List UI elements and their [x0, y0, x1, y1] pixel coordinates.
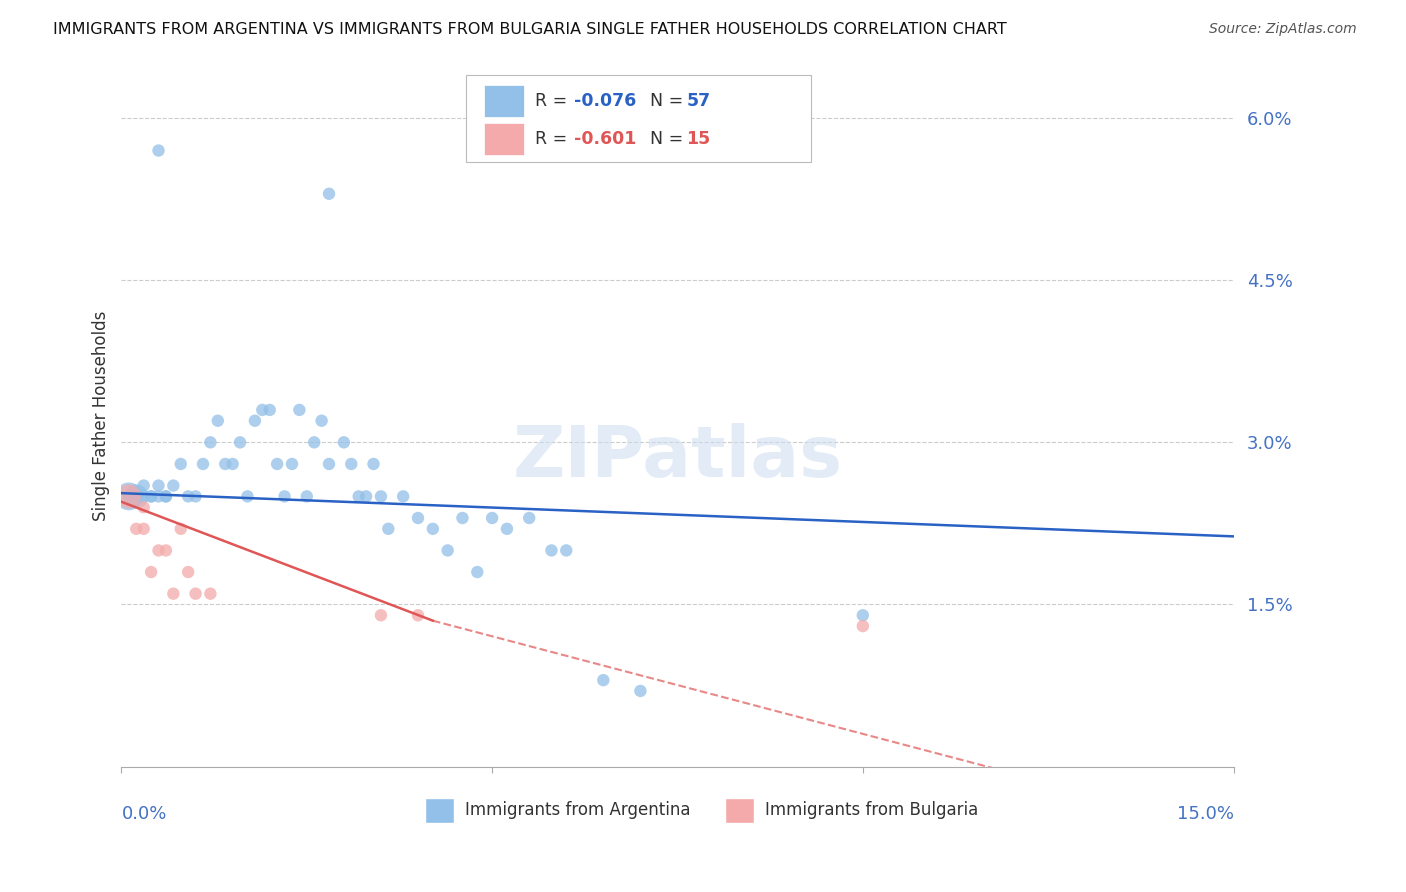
Point: [236, 489, 259, 503]
Point: [118, 489, 141, 503]
Text: R =: R =: [536, 92, 572, 110]
Point: [191, 457, 214, 471]
Point: [288, 403, 311, 417]
Point: [436, 543, 458, 558]
Point: [295, 489, 318, 503]
Point: [148, 543, 170, 558]
Point: [155, 543, 177, 558]
Point: [200, 435, 222, 450]
Point: [451, 511, 474, 525]
FancyBboxPatch shape: [484, 122, 524, 155]
Point: [229, 435, 252, 450]
Point: [170, 522, 193, 536]
Point: [132, 489, 155, 503]
Point: [281, 457, 304, 471]
Point: [481, 511, 503, 525]
Point: [406, 608, 429, 623]
Point: [184, 489, 207, 503]
Point: [555, 543, 578, 558]
Point: [155, 489, 177, 503]
Point: [354, 489, 377, 503]
Text: ZIPatlas: ZIPatlas: [512, 423, 842, 492]
FancyBboxPatch shape: [484, 85, 524, 117]
Point: [148, 144, 170, 158]
Point: [363, 457, 385, 471]
Point: [207, 414, 229, 428]
Point: [132, 522, 155, 536]
Point: [177, 489, 200, 503]
Point: [177, 565, 200, 579]
Point: [118, 489, 141, 503]
Text: -0.601: -0.601: [574, 129, 637, 148]
Point: [148, 478, 170, 492]
Point: [162, 587, 184, 601]
Point: [132, 478, 155, 492]
Point: [139, 489, 162, 503]
FancyBboxPatch shape: [467, 75, 811, 162]
Text: R =: R =: [536, 129, 572, 148]
Point: [221, 457, 243, 471]
Text: N =: N =: [650, 129, 689, 148]
Point: [406, 511, 429, 525]
Text: N =: N =: [650, 92, 689, 110]
Text: 57: 57: [686, 92, 710, 110]
Text: -0.076: -0.076: [574, 92, 637, 110]
Text: IMMIGRANTS FROM ARGENTINA VS IMMIGRANTS FROM BULGARIA SINGLE FATHER HOUSEHOLDS C: IMMIGRANTS FROM ARGENTINA VS IMMIGRANTS …: [53, 22, 1007, 37]
Point: [852, 608, 875, 623]
Point: [340, 457, 363, 471]
Y-axis label: Single Father Households: Single Father Households: [93, 310, 110, 521]
Point: [252, 403, 274, 417]
Point: [148, 489, 170, 503]
Point: [370, 489, 392, 503]
Text: Immigrants from Bulgaria: Immigrants from Bulgaria: [765, 801, 979, 819]
Text: 15.0%: 15.0%: [1177, 805, 1233, 823]
Point: [118, 489, 141, 503]
Point: [125, 522, 148, 536]
Point: [377, 522, 399, 536]
Text: Immigrants from Argentina: Immigrants from Argentina: [465, 801, 690, 819]
Point: [125, 489, 148, 503]
Point: [496, 522, 519, 536]
Point: [318, 457, 340, 471]
Point: [266, 457, 288, 471]
Text: Source: ZipAtlas.com: Source: ZipAtlas.com: [1209, 22, 1357, 37]
Point: [333, 435, 356, 450]
Text: 15: 15: [686, 129, 710, 148]
Point: [170, 457, 193, 471]
Point: [852, 619, 875, 633]
Point: [132, 500, 155, 515]
Point: [273, 489, 295, 503]
Point: [592, 673, 614, 687]
Point: [139, 489, 162, 503]
Point: [392, 489, 415, 503]
Point: [155, 489, 177, 503]
Point: [162, 478, 184, 492]
Point: [214, 457, 236, 471]
Point: [517, 511, 540, 525]
Point: [139, 565, 162, 579]
Point: [184, 587, 207, 601]
Point: [422, 522, 444, 536]
Point: [259, 403, 281, 417]
Point: [311, 414, 333, 428]
Point: [125, 489, 148, 503]
Point: [628, 684, 651, 698]
Point: [465, 565, 488, 579]
Point: [243, 414, 266, 428]
Text: 0.0%: 0.0%: [121, 805, 167, 823]
FancyBboxPatch shape: [425, 797, 454, 822]
Point: [302, 435, 325, 450]
FancyBboxPatch shape: [725, 797, 754, 822]
Point: [540, 543, 562, 558]
Point: [370, 608, 392, 623]
Point: [318, 186, 340, 201]
Point: [200, 587, 222, 601]
Point: [347, 489, 370, 503]
